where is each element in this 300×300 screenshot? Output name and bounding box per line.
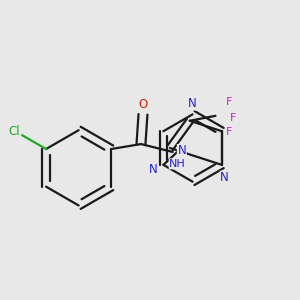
Text: NH: NH bbox=[169, 159, 186, 169]
Text: F: F bbox=[230, 113, 236, 123]
Text: N: N bbox=[149, 163, 158, 176]
Text: F: F bbox=[226, 127, 232, 137]
Text: N: N bbox=[220, 171, 229, 184]
Text: F: F bbox=[226, 97, 232, 107]
Text: O: O bbox=[138, 98, 148, 111]
Text: Cl: Cl bbox=[8, 125, 20, 138]
Text: N: N bbox=[188, 97, 197, 110]
Text: N: N bbox=[178, 145, 186, 158]
